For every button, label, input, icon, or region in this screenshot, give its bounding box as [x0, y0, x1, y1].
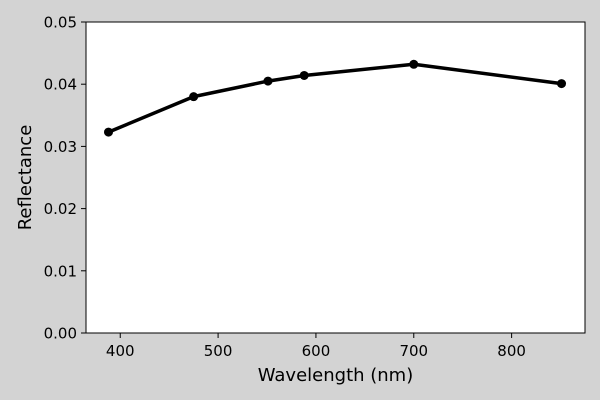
y-axis: 0.00 0.01 0.02 0.03 0.04 0.05 [44, 14, 86, 343]
series-layer [104, 59, 567, 137]
y-tick-label: 0.04 [44, 76, 77, 94]
data-point [557, 79, 567, 89]
plot-frame [85, 21, 586, 334]
y-tick-label: 0.05 [44, 14, 77, 32]
y-tick-label: 0.01 [44, 262, 77, 280]
x-tick-label: 500 [204, 342, 233, 360]
x-axis-title: Wavelength (nm) [258, 365, 414, 386]
data-point [409, 59, 419, 69]
y-tick-label: 0.02 [44, 200, 77, 218]
data-point [299, 70, 309, 80]
x-tick-label: 700 [399, 342, 428, 360]
x-tick-label: 800 [497, 342, 526, 360]
y-tick-label: 0.03 [44, 138, 77, 156]
x-tick-label: 400 [106, 342, 135, 360]
y-axis-title: Reflectance [15, 125, 36, 231]
data-point [104, 127, 114, 137]
x-axis: 400 500 600 700 800 [106, 333, 526, 360]
y-tick-label: 0.00 [44, 325, 77, 343]
data-point [189, 92, 199, 102]
x-tick-label: 600 [302, 342, 331, 360]
series-line [106, 62, 564, 134]
data-point [263, 76, 273, 86]
plot-area [86, 22, 585, 333]
